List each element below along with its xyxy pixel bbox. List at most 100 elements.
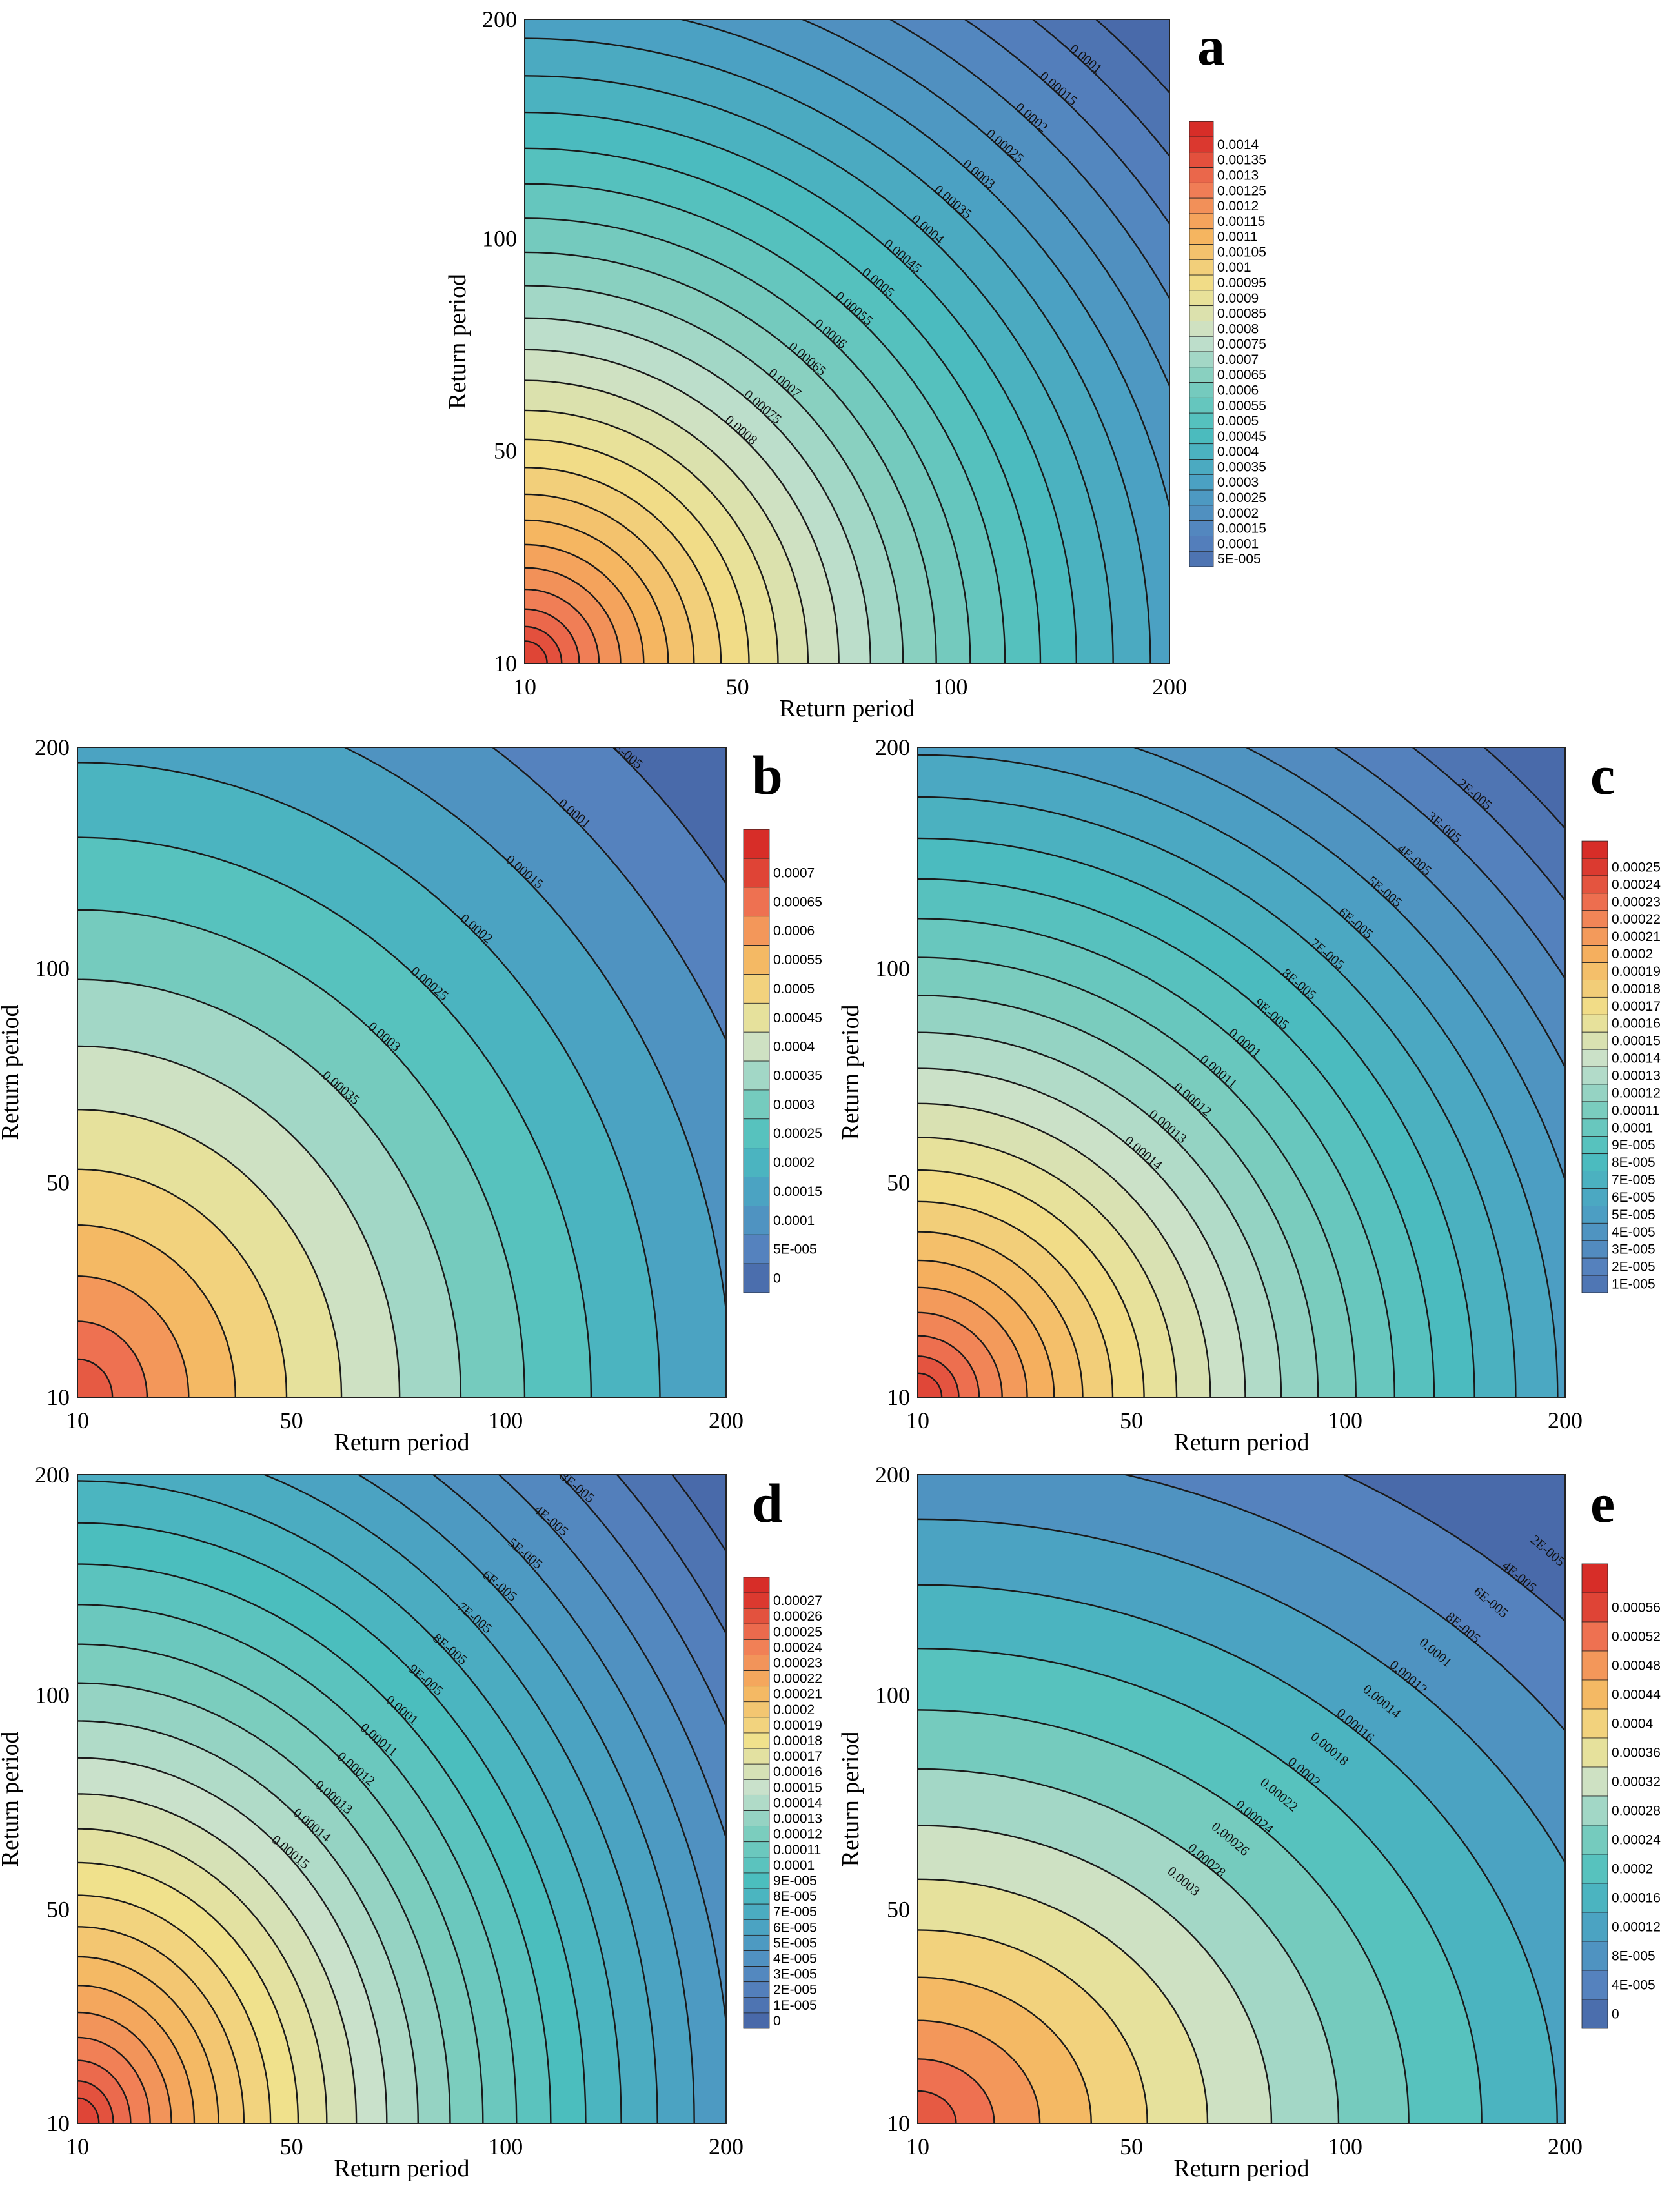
- legend-swatch: [743, 1234, 770, 1264]
- contour-line: [918, 2019, 1041, 2123]
- legend-swatch: [743, 1779, 770, 1795]
- y-tick-label: 50: [494, 438, 517, 464]
- contour-line: [77, 1985, 196, 2123]
- legend-label: 0.00016: [1612, 1891, 1661, 1906]
- legend-label: 0: [773, 2014, 781, 2028]
- contour-line: [343, 747, 726, 1319]
- contour-line: [525, 317, 871, 663]
- y-tick-label: 200: [35, 734, 70, 760]
- contour-bands: [918, 747, 1565, 1397]
- contour-line: [918, 1031, 1282, 1397]
- legend-label: 0.0009: [1217, 291, 1259, 306]
- legend-label: 7E-005: [1612, 1173, 1655, 1188]
- legend-label: 0.00013: [773, 1812, 822, 1826]
- y-axis-title: Return period: [837, 1731, 864, 1866]
- colorbar-legend: 0.00140.001350.00130.001250.00120.001150…: [1189, 121, 1266, 567]
- contour-line: [918, 1286, 1028, 1397]
- legend-swatch: [1189, 382, 1214, 398]
- legend-swatch: [1581, 1240, 1608, 1259]
- legend-swatch: [1581, 1563, 1608, 1593]
- legend-label: 6E-005: [1612, 1190, 1655, 1205]
- legend-swatch: [743, 1826, 770, 1843]
- contour-line: [918, 1768, 1340, 2123]
- legend-label: 0.00018: [773, 1734, 822, 1748]
- contour-line: [77, 1168, 288, 1397]
- contour-line: [918, 2090, 957, 2123]
- panel-b: 5E-0050.00010.000150.00020.000250.00030.…: [0, 734, 822, 1456]
- legend-label: 9E-005: [1612, 1138, 1655, 1153]
- legend-swatch: [1581, 1650, 1608, 1681]
- contour-line: [77, 1109, 343, 1397]
- contour-line: [918, 956, 1357, 1397]
- legend-swatch: [743, 1118, 770, 1149]
- y-tick-label: 200: [482, 6, 517, 32]
- legend-label: 0.00012: [773, 1827, 822, 1842]
- contour-line: [1411, 747, 1565, 902]
- legend-swatch: [743, 1670, 770, 1687]
- legend-label: 0.00023: [773, 1655, 822, 1670]
- contour-line: [77, 2097, 100, 2123]
- y-axis-title: Return period: [444, 274, 471, 409]
- legend-label: 0.0013: [1217, 168, 1259, 183]
- legend-swatch: [1189, 551, 1214, 567]
- x-tick-label: 50: [280, 2134, 303, 2160]
- x-tick-label: 200: [1548, 2134, 1583, 2160]
- legend-label: 0.00016: [1612, 1017, 1661, 1031]
- legend-label: 0.00032: [1612, 1775, 1661, 1790]
- legend-label: 0.00021: [773, 1687, 822, 1702]
- legend-swatch: [1581, 1257, 1608, 1276]
- legend-swatch: [743, 1608, 770, 1624]
- x-tick-label: 50: [1120, 1408, 1143, 1433]
- legend-label: 1E-005: [773, 1998, 817, 2013]
- legend-swatch: [743, 1981, 770, 1998]
- legend-swatch: [743, 1002, 770, 1033]
- contour-line: [678, 19, 1169, 511]
- legend-label: 0.0007: [773, 865, 815, 880]
- legend-label: 2E-005: [773, 1983, 817, 1998]
- legend-label: 0.00021: [1612, 929, 1661, 944]
- legend-swatch: [1581, 1854, 1608, 1884]
- legend-label: 0.00019: [773, 1718, 822, 1733]
- legend-label: 0.00011: [773, 1843, 821, 1857]
- contour-line: [525, 567, 622, 663]
- legend-swatch: [1189, 459, 1214, 475]
- legend-label: 0.0001: [1217, 536, 1259, 551]
- contour-line: [77, 1894, 272, 2123]
- legend-swatch: [743, 1060, 770, 1091]
- legend-label: 0.0006: [1217, 383, 1259, 398]
- legend-label: 8E-005: [773, 1889, 817, 1904]
- y-tick-label: 10: [887, 2110, 910, 2136]
- legend-swatch: [1189, 152, 1214, 168]
- x-axis-title: Return period: [779, 695, 915, 722]
- legend-swatch: [743, 1177, 770, 1206]
- x-axis-title: Return period: [334, 2155, 469, 2182]
- contour-line: [77, 1926, 245, 2123]
- x-axis-title: Return period: [1173, 2155, 1309, 2182]
- legend-swatch: [1581, 1014, 1608, 1033]
- legend-label: 5E-005: [1612, 1208, 1655, 1222]
- colorbar-legend: 0.00025 0.00024 0.00023 0.00022 0.00021 0.000…: [1581, 840, 1661, 1293]
- legend-swatch: [743, 1794, 770, 1811]
- contour-line: [262, 1475, 658, 2123]
- legend-swatch: [743, 1857, 770, 1874]
- legend-swatch: [1189, 443, 1214, 460]
- legend-label: 0.00024: [1612, 877, 1661, 892]
- legend-swatch: [1189, 367, 1214, 383]
- contour-line: [525, 379, 809, 663]
- legend-label: 0.00048: [1612, 1659, 1661, 1674]
- contour-line: [77, 1861, 299, 2123]
- legend-swatch: [743, 1872, 770, 1889]
- legend-label: 0.0004: [773, 1040, 815, 1055]
- legend-swatch: [1581, 980, 1608, 998]
- contour-line: [918, 1825, 1273, 2123]
- legend-swatch: [1581, 1101, 1608, 1120]
- contour-line: [525, 625, 563, 663]
- contour-line: [918, 1518, 1565, 1865]
- contour-line: [888, 19, 1169, 300]
- x-tick-label: 10: [513, 674, 536, 700]
- legend-swatch: [1581, 858, 1608, 876]
- legend-label: 0.00026: [773, 1609, 822, 1624]
- legend-swatch: [743, 1919, 770, 1936]
- contour-line: [1333, 747, 1565, 980]
